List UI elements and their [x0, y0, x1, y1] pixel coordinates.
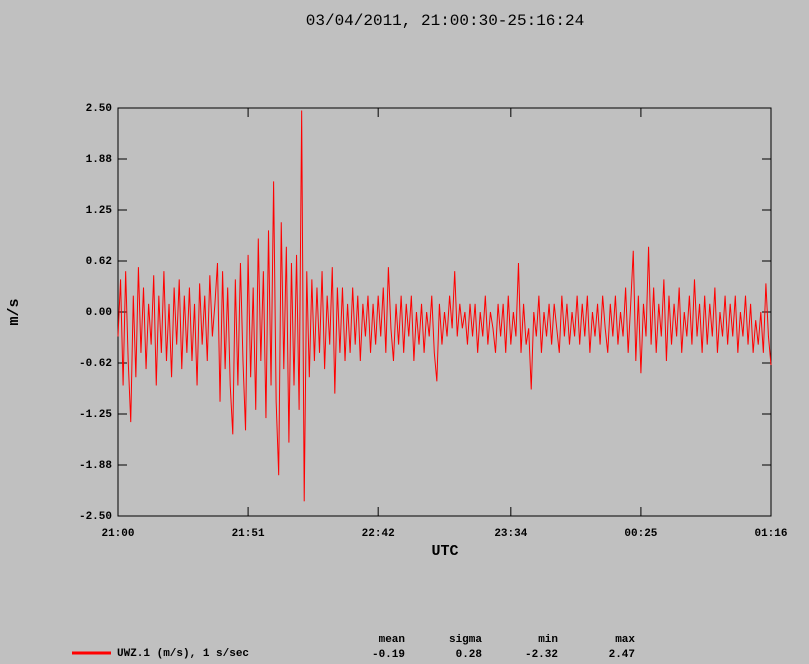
- y-axis-label: m/s: [6, 298, 23, 325]
- x-tick-label: 23:34: [494, 528, 527, 540]
- y-tick-label: 0.62: [86, 256, 112, 268]
- stat-header: sigma: [449, 634, 482, 646]
- stat-header: min: [538, 634, 558, 646]
- legend-label: UWZ.1 (m/s), 1 s/sec: [117, 648, 249, 660]
- y-tick-label: 0.00: [86, 307, 112, 319]
- y-tick-label: 2.50: [86, 103, 112, 115]
- stat-value: -0.19: [372, 649, 405, 661]
- stat-value: 0.28: [456, 649, 483, 661]
- stat-value: -2.32: [525, 649, 558, 661]
- y-tick-label: -1.88: [79, 460, 112, 472]
- x-tick-label: 22:42: [362, 528, 395, 540]
- x-tick-label: 21:00: [101, 528, 134, 540]
- stat-header: mean: [379, 634, 405, 646]
- x-tick-label: 01:16: [754, 528, 787, 540]
- y-tick-label: -1.25: [79, 409, 112, 421]
- x-tick-label: 21:51: [232, 528, 265, 540]
- y-tick-label: -2.50: [79, 511, 112, 523]
- stat-header: max: [615, 634, 635, 646]
- stat-value: 2.47: [609, 649, 635, 661]
- x-axis-label: UTC: [431, 543, 458, 560]
- chart-title: 03/04/2011, 21:00:30-25:16:24: [306, 12, 584, 30]
- x-tick-label: 00:25: [624, 528, 657, 540]
- series-line: [117, 110, 772, 502]
- y-tick-label: 1.88: [86, 154, 113, 166]
- y-tick-label: -0.62: [79, 358, 112, 370]
- y-tick-label: 1.25: [86, 205, 113, 217]
